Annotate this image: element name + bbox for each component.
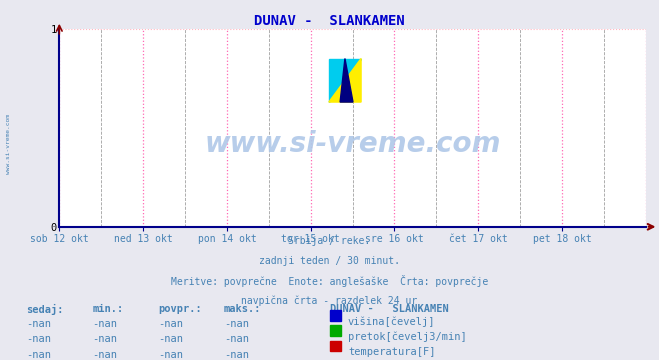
- Text: temperatura[F]: temperatura[F]: [348, 347, 436, 357]
- Text: povpr.:: povpr.:: [158, 304, 202, 314]
- Text: -nan: -nan: [224, 334, 249, 345]
- Text: -nan: -nan: [92, 334, 117, 345]
- Text: -nan: -nan: [224, 350, 249, 360]
- Text: pretok[čevelj3/min]: pretok[čevelj3/min]: [348, 332, 467, 342]
- Text: Meritve: povprečne  Enote: anglešaške  Črta: povprečje: Meritve: povprečne Enote: anglešaške Črt…: [171, 275, 488, 287]
- Polygon shape: [340, 58, 353, 102]
- Text: navpična črta - razdelek 24 ur: navpična črta - razdelek 24 ur: [241, 295, 418, 306]
- Text: DUNAV -   SLANKAMEN: DUNAV - SLANKAMEN: [330, 304, 448, 314]
- Text: Srbija / reke.: Srbija / reke.: [289, 236, 370, 246]
- Text: -nan: -nan: [26, 350, 51, 360]
- Text: -nan: -nan: [26, 334, 51, 345]
- Text: DUNAV -  SLANKAMEN: DUNAV - SLANKAMEN: [254, 14, 405, 28]
- Text: maks.:: maks.:: [224, 304, 262, 314]
- Polygon shape: [329, 58, 361, 102]
- Polygon shape: [329, 58, 361, 102]
- Text: višina[čevelj]: višina[čevelj]: [348, 316, 436, 327]
- Text: -nan: -nan: [26, 319, 51, 329]
- Text: -nan: -nan: [224, 319, 249, 329]
- Text: www.si-vreme.com: www.si-vreme.com: [204, 130, 501, 158]
- Text: -nan: -nan: [92, 319, 117, 329]
- Text: www.si-vreme.com: www.si-vreme.com: [6, 114, 11, 174]
- Text: -nan: -nan: [158, 334, 183, 345]
- Text: min.:: min.:: [92, 304, 123, 314]
- Text: sedaj:: sedaj:: [26, 304, 64, 315]
- Text: -nan: -nan: [158, 319, 183, 329]
- Text: -nan: -nan: [92, 350, 117, 360]
- Text: zadnji teden / 30 minut.: zadnji teden / 30 minut.: [259, 256, 400, 266]
- Text: -nan: -nan: [158, 350, 183, 360]
